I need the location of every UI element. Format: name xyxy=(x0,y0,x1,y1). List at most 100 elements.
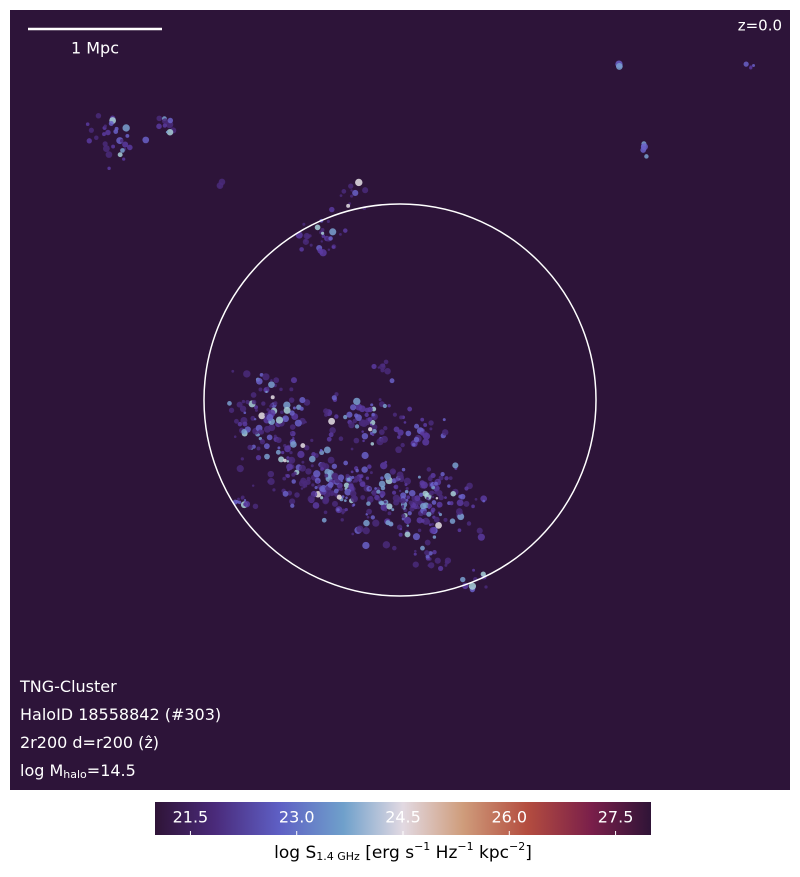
emission-blob xyxy=(255,454,262,461)
emission-blob xyxy=(430,472,436,479)
emission-blob xyxy=(283,458,287,463)
emission-blob xyxy=(86,138,92,144)
emission-blob xyxy=(264,453,270,460)
emission-blob xyxy=(102,132,106,137)
emission-blob xyxy=(243,501,251,508)
emission-blob xyxy=(299,464,306,472)
emission-blob xyxy=(282,490,289,497)
emission-blob xyxy=(278,456,285,463)
r200-circle xyxy=(203,203,597,597)
emission-blob xyxy=(331,463,338,469)
emission-blob xyxy=(290,441,297,448)
emission-blob xyxy=(350,470,354,474)
emission-blob xyxy=(359,481,366,488)
emission-blob xyxy=(420,481,428,489)
emission-blob xyxy=(371,489,378,496)
annotation-part: log M xyxy=(20,761,63,780)
emission-blob xyxy=(328,432,334,438)
emission-blob xyxy=(313,470,321,478)
emission-blob xyxy=(156,123,162,130)
emission-blob xyxy=(165,130,169,134)
emission-blob xyxy=(427,564,431,567)
emission-blob xyxy=(282,417,286,420)
emission-blob xyxy=(395,446,402,454)
emission-blob xyxy=(450,490,456,497)
emission-blob xyxy=(354,478,358,483)
map-background xyxy=(10,10,790,790)
emission-blob xyxy=(480,495,488,503)
emission-blob xyxy=(371,424,378,431)
emission-blob xyxy=(378,398,382,402)
emission-blob xyxy=(422,432,431,440)
emission-blob xyxy=(292,437,295,440)
emission-blob xyxy=(127,144,133,151)
emission-blob xyxy=(258,412,266,420)
emission-blob xyxy=(367,417,373,422)
emission-blob xyxy=(319,462,327,470)
emission-blob xyxy=(401,467,406,472)
emission-blob xyxy=(242,421,248,427)
emission-blob xyxy=(337,474,345,481)
emission-blob xyxy=(422,438,430,446)
emission-blob xyxy=(237,421,243,427)
emission-blob xyxy=(216,182,224,189)
emission-blob xyxy=(368,427,373,432)
emission-blob xyxy=(438,475,444,481)
emission-blob xyxy=(328,417,336,425)
emission-blob xyxy=(320,467,324,471)
emission-blob xyxy=(436,489,443,497)
colorbar-label-part: −2 xyxy=(509,840,525,853)
colorbar-label-part: ] xyxy=(525,843,532,863)
emission-blob xyxy=(352,418,357,424)
emission-blob xyxy=(385,520,391,526)
emission-blob xyxy=(102,145,110,152)
emission-blob xyxy=(387,404,391,408)
emission-blob xyxy=(252,503,259,510)
emission-blob xyxy=(344,508,348,512)
emission-blob xyxy=(400,442,405,448)
emission-blob xyxy=(343,460,349,466)
emission-blob xyxy=(468,582,477,590)
emission-blob xyxy=(435,497,439,500)
emission-blob xyxy=(429,527,437,534)
emission-blob xyxy=(405,498,409,502)
emission-blob xyxy=(355,178,363,187)
emission-blob xyxy=(343,499,347,502)
emission-blob xyxy=(263,425,271,433)
emission-blob xyxy=(324,413,328,417)
emission-blob xyxy=(327,481,334,488)
emission-blob xyxy=(343,414,348,420)
emission-blob xyxy=(752,63,756,67)
emission-blob xyxy=(480,571,486,577)
emission-blob xyxy=(366,515,370,519)
emission-blob xyxy=(305,468,312,475)
colorbar-label-part: Hz xyxy=(430,843,457,863)
emission-blob xyxy=(334,414,339,419)
emission-blob xyxy=(320,496,324,500)
emission-blob xyxy=(268,381,275,388)
emission-blob xyxy=(266,408,270,412)
emission-blob xyxy=(431,495,435,499)
emission-blob xyxy=(414,549,417,553)
emission-blob xyxy=(414,423,420,429)
emission-blob xyxy=(273,377,280,384)
emission-blob xyxy=(290,377,298,384)
emission-blob xyxy=(361,432,369,440)
emission-blob xyxy=(389,378,395,384)
emission-blob xyxy=(286,460,290,463)
emission-blob xyxy=(364,412,369,418)
emission-blob xyxy=(425,519,431,525)
emission-blob xyxy=(328,236,333,241)
emission-blob xyxy=(236,401,243,408)
emission-blob xyxy=(444,476,449,481)
emission-blob xyxy=(309,455,316,463)
emission-blob xyxy=(377,498,381,502)
emission-blob xyxy=(263,443,270,450)
emission-blob xyxy=(236,465,244,473)
annotation: HaloID 18558842 (#303) xyxy=(20,705,221,724)
emission-blob xyxy=(366,508,372,515)
emission-blob xyxy=(305,479,311,485)
emission-blob xyxy=(327,456,335,464)
emission-blob xyxy=(457,528,462,533)
emission-blob xyxy=(378,480,386,488)
